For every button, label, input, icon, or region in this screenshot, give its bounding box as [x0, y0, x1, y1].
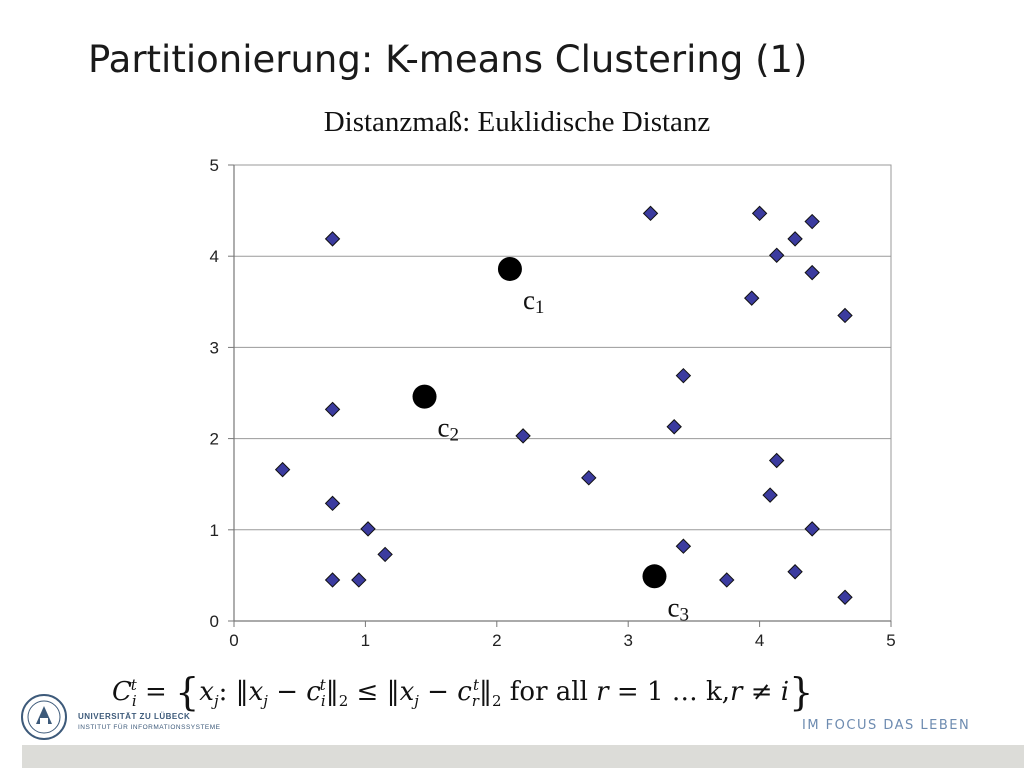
data-point: [274, 461, 291, 478]
centroid-label: c1: [523, 285, 544, 318]
data-point: [360, 521, 376, 537]
y-tick-label: 1: [210, 521, 219, 540]
x-tick-label: 1: [361, 631, 370, 650]
data-point: [804, 264, 820, 281]
data-point: [324, 231, 341, 247]
centroid-label: c2: [438, 413, 459, 446]
x-tick-label: 5: [886, 631, 895, 650]
data-point: [837, 307, 853, 324]
data-point: [837, 589, 853, 605]
centroid-marker: [497, 256, 522, 281]
data-point: [324, 401, 341, 418]
data-point: [719, 572, 735, 588]
data-point: [666, 419, 682, 435]
x-tick-label: 4: [755, 631, 764, 650]
y-tick-label: 2: [210, 430, 219, 449]
data-point: [351, 572, 367, 588]
centroid-label: c3: [667, 592, 688, 625]
centroid-marker: [412, 384, 437, 409]
data-point: [768, 247, 785, 263]
y-tick-label: 3: [210, 338, 219, 357]
data-point: [642, 205, 659, 222]
data-point: [768, 452, 785, 469]
data-point: [762, 487, 778, 503]
slogan: IM FOCUS DAS LEBEN: [802, 718, 971, 733]
cluster-assignment-formula: Cit = {xj: ‖xj − cit‖2 ≤ ‖xj − crt‖2 for…: [112, 670, 814, 714]
data-point: [581, 470, 597, 486]
data-point: [515, 428, 531, 444]
x-tick-label: 0: [229, 631, 238, 650]
data-point: [787, 564, 803, 580]
data-point: [675, 367, 692, 384]
data-point: [675, 538, 692, 554]
y-tick-label: 4: [210, 247, 219, 266]
data-point: [377, 546, 393, 563]
x-tick-label: 3: [623, 631, 632, 650]
university-name: UNIVERSITÄT ZU LÜBECK: [78, 712, 191, 721]
data-point: [324, 572, 341, 588]
data-point: [324, 495, 341, 512]
data-point: [787, 231, 803, 247]
x-tick-label: 2: [492, 631, 501, 650]
slide-title: Partitionierung: K-means Clustering (1): [88, 38, 808, 81]
institute-name: INSTITUT FÜR INFORMATIONSSYSTEME: [78, 724, 221, 731]
centroid-marker: [642, 564, 667, 589]
data-point: [804, 521, 820, 537]
plot-area: [233, 164, 892, 622]
university-seal-logo: [21, 694, 67, 740]
y-tick-label: 0: [210, 612, 219, 631]
chart-title-text: Distanzmaß: Euklidische Distanz: [323, 106, 711, 138]
data-point: [751, 205, 768, 222]
data-point: [744, 290, 760, 306]
y-tick-label: 5: [210, 156, 219, 175]
chart-title: Distanzmaß: Euklidische Distanz: [0, 106, 1024, 139]
footer-bar: [22, 745, 1024, 768]
data-point: [804, 213, 820, 230]
